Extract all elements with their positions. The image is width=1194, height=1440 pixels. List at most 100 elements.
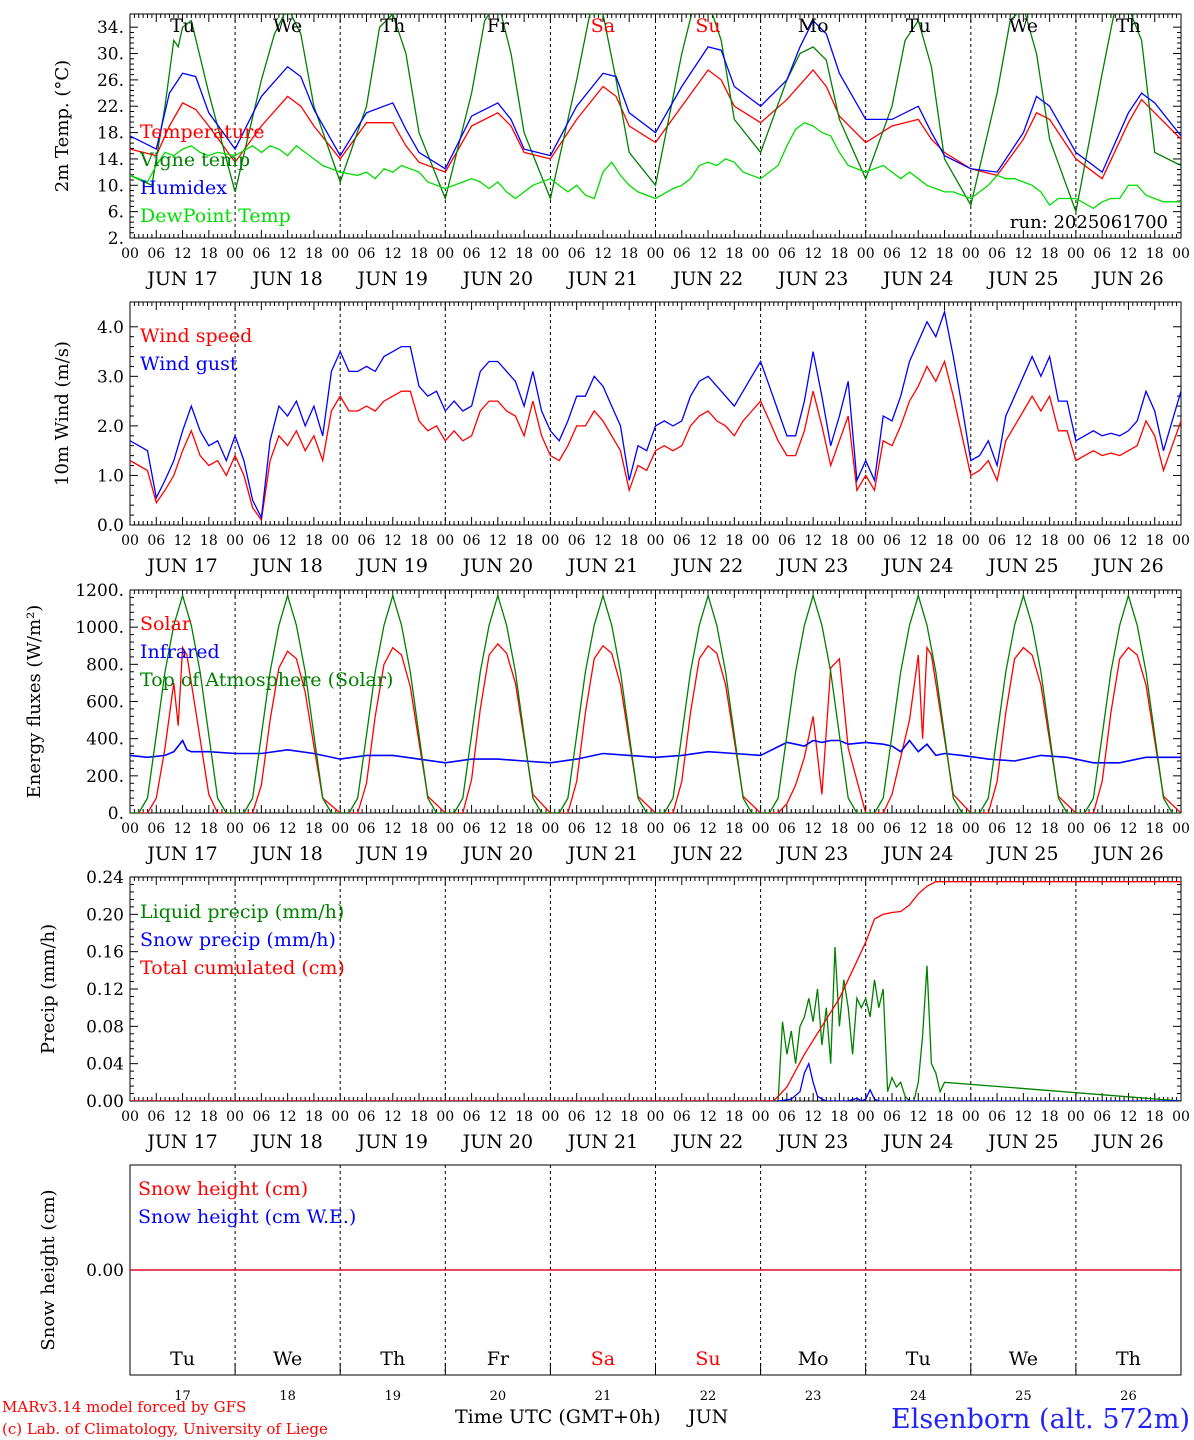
hour-tick-label: 12 [804,246,822,262]
date-label: JUN 21 [566,1131,638,1153]
hour-tick-label: 12 [594,1109,612,1125]
y-tick-label: 0.16 [86,943,124,963]
hour-tick-label: 18 [515,821,533,837]
hour-tick-label: 18 [1146,1109,1164,1125]
hour-tick-label: 00 [962,246,980,262]
hour-tick-label: 12 [174,821,192,837]
legend-entry: Top of Atmosphere (Solar) [140,669,393,691]
day-number-label: 21 [595,1389,612,1404]
hour-tick-label: 06 [147,533,165,549]
hour-tick-label: 12 [1120,1109,1138,1125]
y-tick-label: 1200. [75,581,124,601]
hour-tick-label: 06 [252,1109,270,1125]
hour-tick-label: 18 [200,1109,218,1125]
hour-tick-label: 00 [647,246,665,262]
date-label: JUN 22 [671,555,743,577]
hour-tick-label: 00 [1172,246,1190,262]
date-label: JUN 26 [1091,268,1163,290]
hour-tick-label: 12 [1014,246,1032,262]
hour-tick-label: 12 [1120,821,1138,837]
hour-tick-label: 00 [1067,1109,1085,1125]
hour-tick-label: 00 [436,1109,454,1125]
hour-tick-label: 12 [384,1109,402,1125]
hour-tick-label: 06 [463,246,481,262]
hour-tick-label: 12 [279,533,297,549]
date-label: JUN 17 [145,268,217,290]
hour-tick-label: 18 [1041,1109,1059,1125]
y-tick-label: 0.24 [86,868,124,888]
hour-tick-label: 18 [936,821,954,837]
x-axis-label: Time UTC (GMT+0h) [455,1406,661,1428]
hour-tick-label: 12 [489,1109,507,1125]
hour-tick-label: 00 [121,246,139,262]
series-line-snow-precip-mm-h- [130,1061,1181,1101]
series-line-liquid-precip-mm-h- [130,946,1181,1101]
hour-tick-label: 00 [226,533,244,549]
hour-tick-label: 00 [1172,1109,1190,1125]
date-label: JUN 26 [1091,1131,1163,1153]
hour-tick-label: 18 [1041,821,1059,837]
hour-tick-label: 00 [857,533,875,549]
date-label: JUN 25 [986,555,1058,577]
hour-tick-label: 06 [463,1109,481,1125]
hour-tick-label: 06 [883,246,901,262]
legend-entry: Infrared [140,641,220,663]
hour-tick-label: 06 [988,1109,1006,1125]
hour-tick-label: 12 [804,1109,822,1125]
y-tick-label: 10. [97,176,124,196]
series-line-infrared [130,738,1181,764]
date-label: JUN 24 [881,843,953,865]
y-axis-label: Precip (mm/h) [38,924,59,1054]
weekday-label: Tu [170,1348,195,1370]
date-label: JUN 22 [671,268,743,290]
weekday-label: We [1009,15,1038,37]
hour-tick-label: 18 [200,533,218,549]
hour-tick-label: 00 [752,533,770,549]
day-number-label: 26 [1120,1389,1137,1404]
hour-tick-label: 00 [121,821,139,837]
y-tick-label: 600. [86,693,124,713]
hour-tick-label: 18 [410,246,428,262]
weekday-label: Fr [487,1348,510,1370]
hour-tick-label: 18 [831,246,849,262]
weekday-label: Mo [798,15,829,37]
hour-tick-label: 18 [1146,533,1164,549]
hour-tick-label: 00 [121,1109,139,1125]
y-axis-label: 10m Wind (m/s) [52,341,73,486]
hour-tick-label: 18 [725,246,743,262]
series-line-temperature [130,68,1181,180]
hour-tick-label: 06 [568,246,586,262]
hour-tick-label: 12 [279,246,297,262]
series-line-total-cumulated-cm- [130,881,1181,1101]
hour-tick-label: 00 [226,821,244,837]
hour-tick-label: 00 [962,533,980,549]
hour-tick-label: 12 [1014,533,1032,549]
hour-tick-label: 18 [936,246,954,262]
hour-tick-label: 06 [568,1109,586,1125]
hour-tick-label: 12 [174,533,192,549]
weekday-label: Sa [591,1348,615,1370]
y-tick-label: 0.00 [86,1261,124,1281]
hour-tick-label: 06 [1093,1109,1111,1125]
day-number-label: 19 [384,1389,401,1404]
legend-entry: Temperature [140,121,264,143]
legend-entry: Snow precip (mm/h) [140,929,336,951]
weekday-label: Mo [798,1348,829,1370]
weekday-label: We [1009,1348,1038,1370]
date-label: JUN 23 [776,843,848,865]
hour-tick-label: 18 [410,821,428,837]
hour-tick-label: 12 [1014,1109,1032,1125]
hour-tick-label: 06 [778,246,796,262]
hour-tick-label: 06 [673,821,691,837]
month-label: JUN [686,1406,728,1428]
hour-tick-label: 12 [174,246,192,262]
hour-tick-label: 00 [857,821,875,837]
y-tick-label: 0. [108,804,124,824]
date-label: JUN 21 [566,555,638,577]
hour-tick-label: 00 [962,821,980,837]
hour-tick-label: 18 [515,246,533,262]
y-axis-label: Energy fluxes (W/m²) [24,605,45,799]
hour-tick-label: 18 [831,1109,849,1125]
weekday-label: Th [380,15,405,37]
